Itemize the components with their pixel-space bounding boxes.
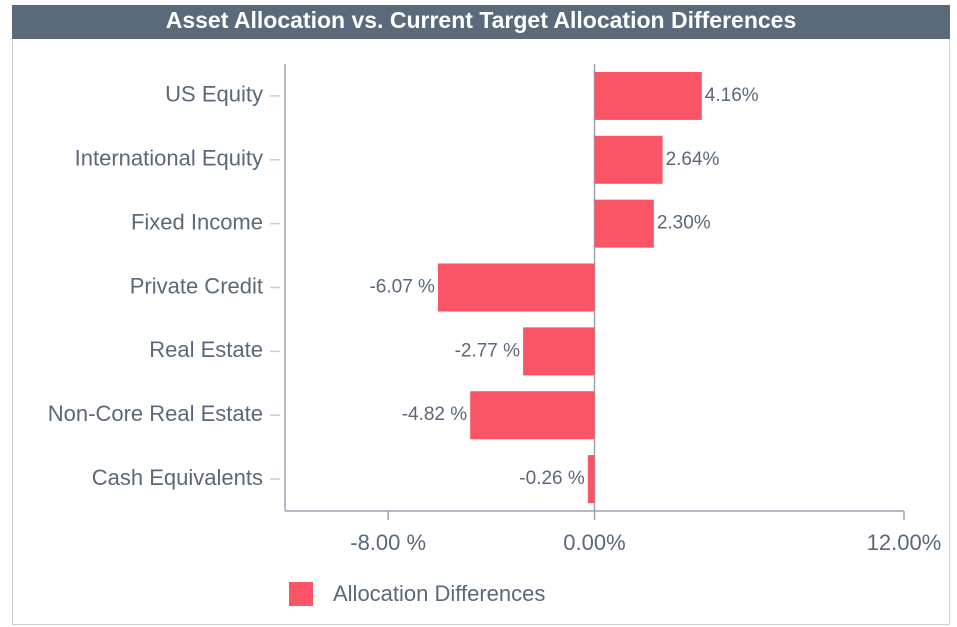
bar xyxy=(594,135,663,184)
legend-swatch xyxy=(289,582,313,606)
data-label: -4.82 % xyxy=(402,404,468,425)
x-tick-label: 12.00% xyxy=(867,530,942,555)
bar xyxy=(523,327,595,376)
y-tick-label: Private Credit xyxy=(130,273,263,298)
data-label: -2.77 % xyxy=(455,340,521,361)
data-label: 4.16% xyxy=(705,85,759,106)
bar xyxy=(470,391,595,440)
y-tick-label: Fixed Income xyxy=(131,209,263,234)
bar xyxy=(587,455,595,504)
data-label: 2.64% xyxy=(666,149,720,170)
y-tick-label: International Equity xyxy=(75,146,263,171)
y-tick-label: US Equity xyxy=(165,82,263,107)
bar xyxy=(594,71,702,120)
frame xyxy=(12,5,950,625)
legend-label: Allocation Differences xyxy=(333,581,545,606)
data-label: -0.26 % xyxy=(519,468,585,489)
bar xyxy=(594,199,654,248)
data-label: -6.07 % xyxy=(369,277,435,298)
bar xyxy=(437,263,595,312)
x-tick-label: 0.00% xyxy=(563,530,625,555)
y-tick-label: Real Estate xyxy=(149,337,263,362)
y-tick-label: Cash Equivalents xyxy=(92,465,263,490)
chart-title: Asset Allocation vs. Current Target Allo… xyxy=(166,7,797,33)
data-label: 2.30% xyxy=(657,213,711,234)
title-bar xyxy=(12,5,950,39)
y-tick-label: Non-Core Real Estate xyxy=(48,401,263,426)
x-tick-label: -8.00 % xyxy=(350,530,426,555)
